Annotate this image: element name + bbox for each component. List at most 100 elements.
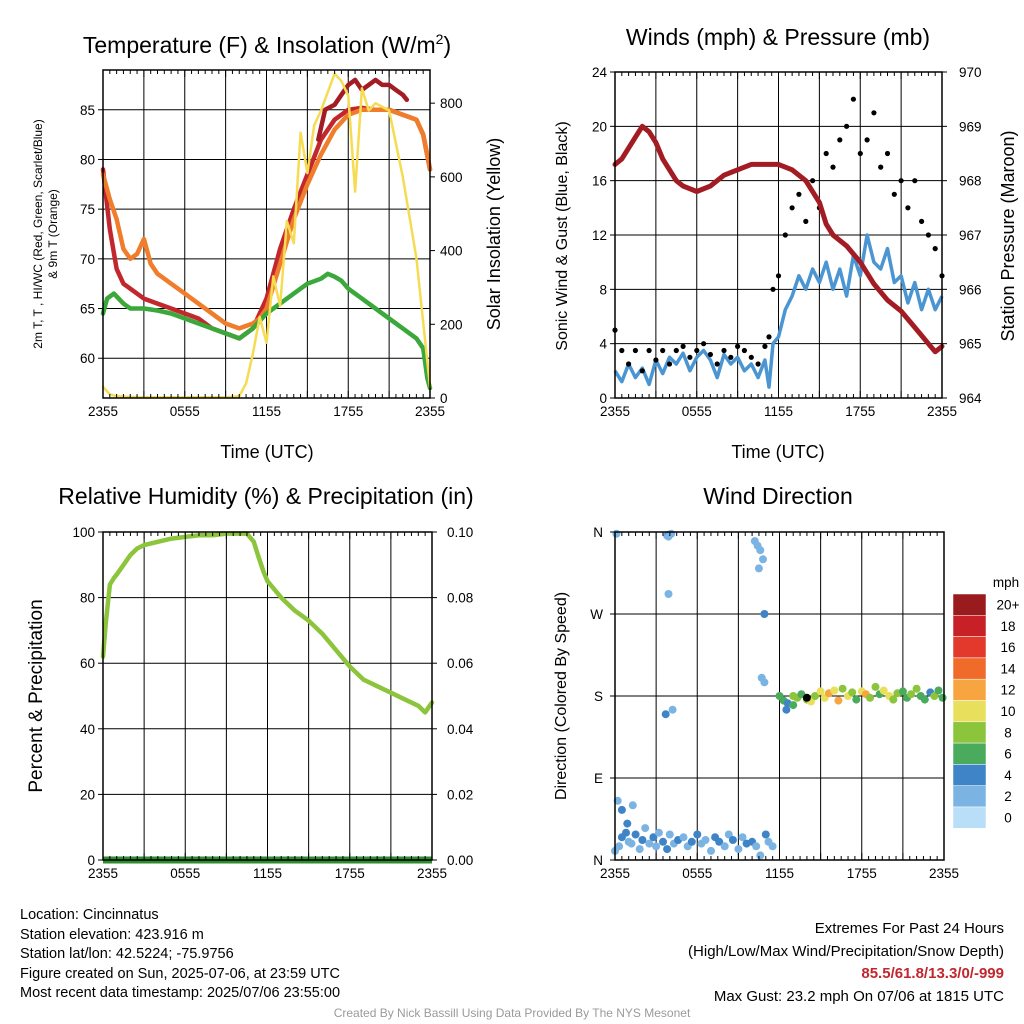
y-right-tick-label: 968 (959, 174, 982, 189)
direction-point (664, 590, 673, 598)
direction-point (693, 830, 702, 839)
figure-created: Figure created on Sun, 2025-07-06, at 23… (20, 965, 340, 982)
gust-point (680, 343, 686, 349)
chart-title: Temperature (F) & Insolation (W/m2) (83, 31, 451, 58)
legend-label: 6 (1004, 747, 1012, 762)
x-tick-label: 0555 (682, 866, 712, 881)
y-tick-label: 0 (87, 853, 95, 868)
direction-point (707, 846, 715, 855)
gust-point (844, 123, 850, 129)
y-right-tick-label: 200 (440, 317, 463, 332)
y-right-tick-label: 0.02 (447, 787, 473, 802)
x-tick-label: 1755 (847, 866, 877, 881)
legend-title: mph (993, 575, 1019, 590)
gust-point (632, 347, 639, 354)
legend-label: 14 (1000, 661, 1016, 676)
x-tick-label: 2355 (600, 866, 630, 881)
gust-point (932, 246, 938, 252)
gust-point (878, 164, 884, 170)
x-tick-label: 2355 (600, 404, 630, 419)
y-tick-label: 0 (599, 391, 607, 406)
direction-point (661, 710, 670, 719)
y-axis-label: Sonic Wind & Gust (Blue, Black) (554, 121, 571, 350)
gust-point (925, 232, 932, 238)
gust-point (796, 191, 802, 197)
gust-point (735, 343, 741, 349)
gust-point (646, 347, 652, 354)
direction-point (816, 687, 825, 696)
x-tick-label: 1155 (253, 866, 282, 881)
y-right-tick-label: 0 (440, 391, 448, 406)
direction-point (938, 693, 947, 702)
y-right-axis-label: Solar Insolation (Yellow) (484, 138, 504, 330)
y-right-tick-label: 0.00 (447, 853, 473, 868)
y-right-tick-label: 0.10 (447, 525, 473, 540)
direction-point (879, 686, 888, 695)
y-tick-label: E (594, 771, 603, 786)
direction-point (920, 695, 929, 704)
y-tick-label: 60 (80, 351, 95, 366)
gust-point (891, 191, 897, 197)
x-tick-label: 1155 (765, 866, 794, 881)
y-tick-label: 20 (592, 119, 607, 134)
gust-point (660, 347, 666, 354)
direction-point (622, 828, 630, 837)
y-right-tick-label: 969 (959, 119, 982, 134)
y-right-axis-label: Station Pressure (Maroon) (998, 130, 1018, 341)
gust-point (837, 137, 843, 143)
gust-point (919, 218, 925, 224)
station-latlon: Station lat/lon: 42.5224; -75.9756 (20, 946, 234, 962)
extremes-panel: Extremes For Past 24 Hours (High/Low/Max… (688, 918, 1004, 1008)
y-tick-label: 4 (599, 337, 607, 352)
gust-point (884, 150, 891, 157)
y-tick-label: 80 (80, 152, 95, 167)
y-right-tick-label: 966 (959, 282, 982, 297)
direction-point (615, 842, 624, 851)
gust-point (619, 347, 625, 354)
direction-point (756, 851, 765, 860)
extremes-values: 85.5/61.8/13.3/0/-999 (861, 965, 1004, 982)
direction-point (852, 695, 861, 704)
y-tick-label: 70 (80, 252, 95, 267)
series-sonic-wind (613, 233, 944, 389)
direction-point (930, 692, 939, 700)
gust-point (830, 164, 836, 170)
gust-point (728, 354, 734, 360)
series-heat-index (316, 77, 410, 142)
y-right-tick-label: 0.08 (447, 591, 473, 606)
x-tick-label: 2355 (415, 404, 445, 419)
y-tick-label: 75 (80, 202, 95, 217)
y-tick-label: W (590, 607, 603, 622)
y-tick-label: 85 (80, 103, 95, 118)
legend-swatch (952, 785, 987, 808)
series-rh (100, 531, 435, 715)
legend-label: 0 (1004, 811, 1012, 826)
direction-point (782, 705, 791, 714)
direction-point (623, 819, 632, 828)
direction-point (871, 682, 880, 691)
direction-point (898, 687, 907, 696)
direction-point (638, 836, 647, 844)
direction-point (934, 686, 943, 695)
direction-point (752, 842, 761, 851)
x-tick-label: 1755 (845, 404, 875, 419)
direction-point (834, 696, 843, 705)
gust-point (789, 205, 795, 211)
x-tick-label: 0555 (170, 404, 200, 419)
y-tick-label: 20 (80, 787, 95, 802)
legend-label: 8 (1004, 725, 1012, 740)
y-axis-label: Direction (Colored By Speed) (553, 592, 570, 800)
direction-point (734, 845, 743, 854)
direction-point (760, 610, 769, 618)
gust-point (653, 357, 659, 363)
direction-point (641, 824, 650, 833)
y-right-tick-label: 0.06 (447, 656, 473, 671)
y-tick-label: 24 (592, 65, 608, 80)
direction-point (759, 555, 767, 564)
series-pressure (612, 123, 945, 355)
gust-point (755, 361, 761, 367)
direction-point (830, 686, 839, 695)
chart-title: Wind Direction (703, 483, 853, 509)
direction-point (738, 833, 747, 842)
